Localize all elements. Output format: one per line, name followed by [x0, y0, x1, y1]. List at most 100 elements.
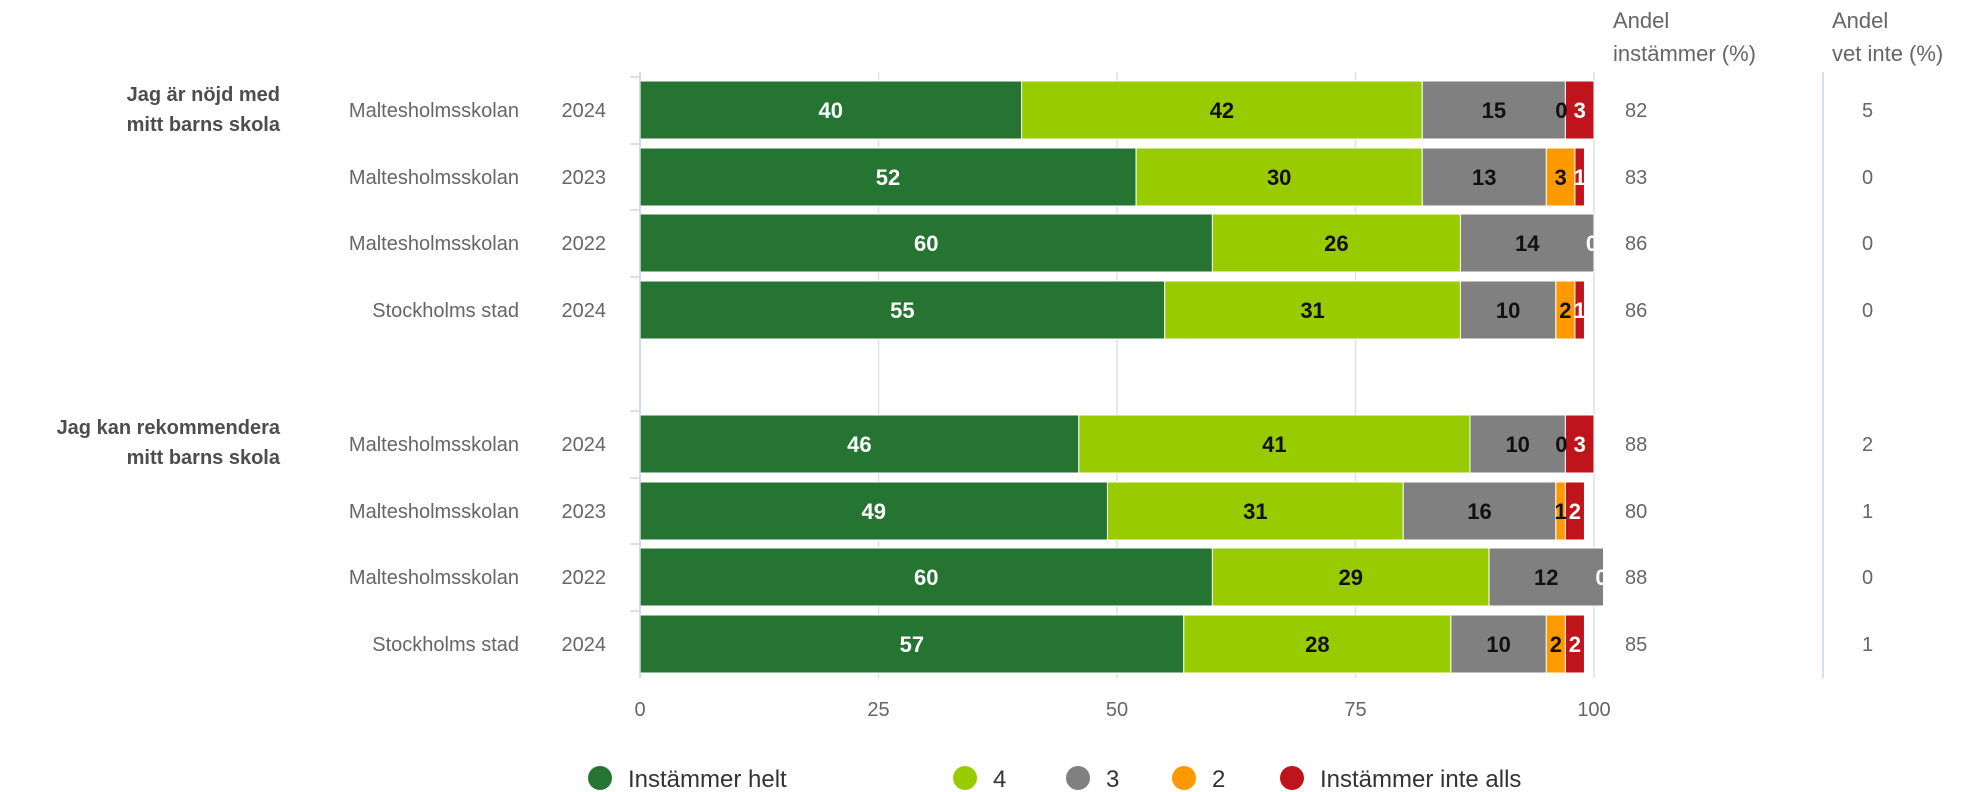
segment-label-1-0-2: 10 — [1505, 432, 1529, 457]
bar-segment-1-0-0[interactable] — [639, 414, 1080, 474]
agree-value: 88 — [1625, 434, 1647, 456]
legend-label-4: Instämmer inte alls — [1320, 766, 1521, 792]
legend-swatch-2 — [1066, 766, 1090, 790]
bar-segment-1-1-1[interactable] — [1106, 481, 1404, 541]
x-tick-label-1: 25 — [867, 699, 889, 721]
legend-label-2: 3 — [1106, 766, 1119, 792]
dontknow-value: 1 — [1862, 501, 1873, 523]
segment-label-0-3-3: 2 — [1559, 298, 1571, 323]
bar-segment-1-3-4[interactable] — [1564, 614, 1585, 674]
segment-label-1-1-2: 16 — [1467, 499, 1491, 524]
segment-label-0-3-1: 31 — [1300, 298, 1324, 323]
bar-segment-1-2-0[interactable] — [639, 547, 1213, 607]
legend-swatch-0 — [588, 766, 612, 790]
segment-label-0-2-2: 14 — [1515, 231, 1540, 256]
bar-segment-0-2-2[interactable] — [1459, 213, 1595, 273]
agree-value: 86 — [1625, 233, 1647, 255]
labels-layer: Andel instämmer (%) Andel vet inte (%) Jag ä… — [57, 8, 1944, 657]
segment-label-1-3-3: 2 — [1550, 632, 1562, 657]
segment-label-1-1-0: 49 — [861, 499, 885, 524]
segment-label-1-1-3: 1 — [1554, 499, 1566, 524]
bars-layer — [639, 80, 1605, 674]
bar-segment-1-2-2[interactable] — [1488, 547, 1605, 607]
bar-segment-1-1-4[interactable] — [1564, 481, 1585, 541]
dontknow-header-line1: Andel — [1832, 8, 1888, 33]
bar-segment-1-0-4[interactable] — [1564, 414, 1595, 474]
bar-segment-1-3-1[interactable] — [1183, 614, 1452, 674]
segment-label-1-0-3: 0 — [1555, 432, 1567, 457]
bar-segment-0-1-0[interactable] — [639, 147, 1137, 207]
row-year-label: 2024 — [562, 300, 607, 322]
bar-segment-0-0-2[interactable] — [1421, 80, 1566, 140]
bar-segment-1-1-0[interactable] — [639, 481, 1108, 541]
legend-item-4[interactable]: Instämmer inte alls — [1280, 766, 1521, 792]
legend-label-1: 4 — [993, 766, 1006, 792]
x-tick-label-4: 100 — [1577, 699, 1610, 721]
row-unit-label: Maltesholmsskolan — [349, 167, 519, 189]
bar-segment-0-3-4[interactable] — [1574, 280, 1585, 340]
segment-label-1-1-1: 31 — [1243, 499, 1267, 524]
segment-label-1-2-1: 29 — [1338, 565, 1362, 590]
segment-label-1-3-1: 28 — [1305, 632, 1329, 657]
segment-label-0-2-3: 0 — [1586, 231, 1598, 256]
row-unit-label: Maltesholmsskolan — [349, 233, 519, 255]
bar-segment-1-0-1[interactable] — [1078, 414, 1471, 474]
agree-value: 83 — [1625, 167, 1647, 189]
x-tick-label-3: 75 — [1344, 699, 1366, 721]
row-unit-label: Maltesholmsskolan — [349, 434, 519, 456]
segment-label-0-0-3: 0 — [1555, 98, 1567, 123]
bar-segment-1-1-2[interactable] — [1402, 481, 1557, 541]
bar-segment-0-3-1[interactable] — [1164, 280, 1461, 340]
row-year-label: 2022 — [562, 233, 607, 255]
segment-label-0-0-2: 15 — [1482, 98, 1506, 123]
dontknow-value: 0 — [1862, 300, 1873, 322]
legend-item-3[interactable]: 2 — [1172, 766, 1225, 792]
segment-label-1-2-3: 0 — [1595, 565, 1607, 590]
segment-label-1-0-1: 41 — [1262, 432, 1286, 457]
bar-segment-0-0-4[interactable] — [1564, 80, 1595, 140]
row-year-label: 2024 — [562, 434, 607, 456]
bar-segment-0-2-1[interactable] — [1211, 213, 1461, 273]
legend-item-1[interactable]: 4 — [953, 766, 1006, 792]
dontknow-value: 0 — [1862, 567, 1873, 589]
row-year-label: 2024 — [562, 634, 607, 656]
segment-label-0-1-2: 13 — [1472, 165, 1496, 190]
bar-segment-0-1-2[interactable] — [1421, 147, 1547, 207]
row-year-label: 2023 — [562, 501, 607, 523]
agree-header-line1: Andel — [1613, 8, 1669, 33]
segment-label-0-0-0: 40 — [819, 98, 843, 123]
agree-value: 85 — [1625, 634, 1647, 656]
legend[interactable]: Instämmer helt 4 3 2 Instämmer inte alls — [588, 766, 1521, 792]
agree-value: 82 — [1625, 100, 1647, 122]
row-year-label: 2023 — [562, 167, 607, 189]
legend-item-0[interactable]: Instämmer helt — [588, 766, 787, 792]
segment-label-0-0-4: 3 — [1574, 98, 1586, 123]
segment-label-1-3-4: 2 — [1569, 632, 1581, 657]
legend-item-2[interactable]: 3 — [1066, 766, 1119, 792]
bar-segment-0-1-1[interactable] — [1135, 147, 1423, 207]
legend-swatch-3 — [1172, 766, 1196, 790]
legend-swatch-1 — [953, 766, 977, 790]
bar-segment-0-3-0[interactable] — [639, 280, 1166, 340]
row-unit-label: Stockholms stad — [372, 300, 519, 322]
segment-label-0-1-0: 52 — [876, 165, 900, 190]
bar-segment-0-1-4[interactable] — [1574, 147, 1585, 207]
row-unit-label: Maltesholmsskolan — [349, 501, 519, 523]
legend-label-0: Instämmer helt — [628, 766, 787, 792]
agree-value: 86 — [1625, 300, 1647, 322]
dontknow-value: 1 — [1862, 634, 1873, 656]
segment-label-0-3-4: 1 — [1574, 298, 1586, 323]
bar-segment-1-2-1[interactable] — [1211, 547, 1490, 607]
bar-segment-0-3-2[interactable] — [1459, 280, 1557, 340]
segment-label-1-0-4: 3 — [1574, 432, 1586, 457]
question-label-0-1: mitt barns skola — [127, 114, 281, 136]
bar-segment-0-0-0[interactable] — [639, 80, 1023, 140]
segment-label-1-1-4: 2 — [1569, 499, 1581, 524]
row-year-label: 2022 — [562, 567, 607, 589]
bar-segment-1-3-2[interactable] — [1450, 614, 1547, 674]
dontknow-value: 0 — [1862, 233, 1873, 255]
bar-segment-0-0-1[interactable] — [1021, 80, 1423, 140]
segment-label-0-0-1: 42 — [1210, 98, 1234, 123]
question-label-1-0: Jag kan rekommendera — [57, 417, 281, 439]
agree-value: 88 — [1625, 567, 1647, 589]
